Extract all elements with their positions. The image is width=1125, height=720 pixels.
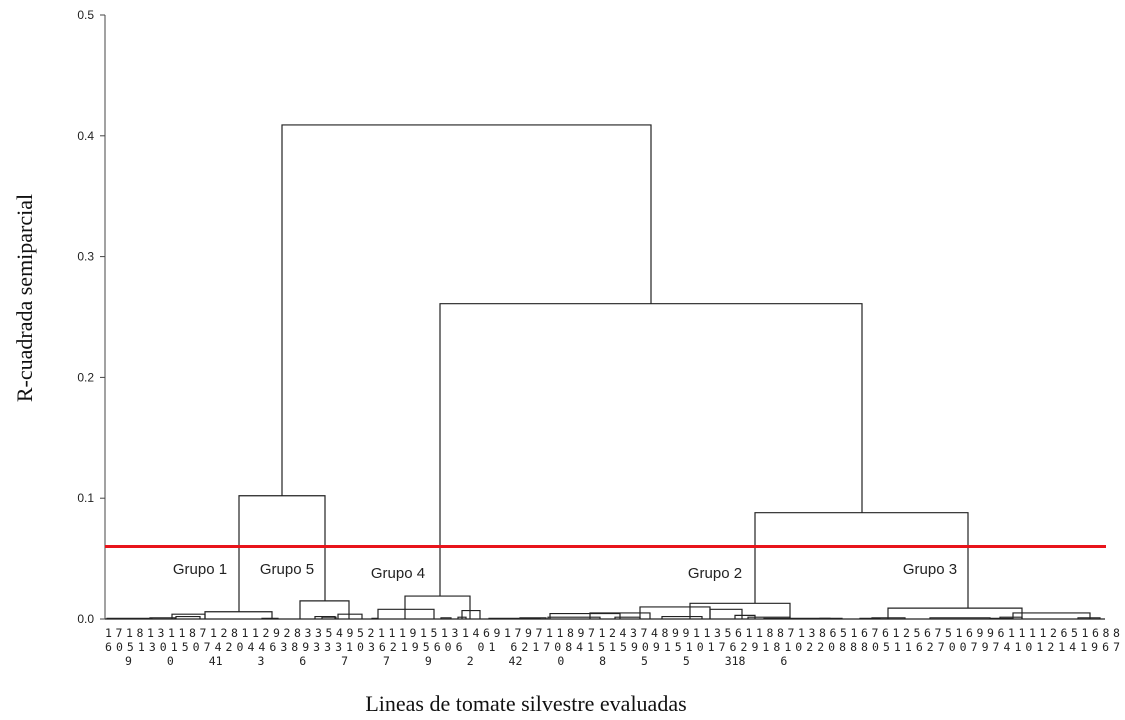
y-tick-label: 0.1 [77,491,94,505]
y-tick-label: 0.2 [77,370,94,384]
y-axis-ticks: 0.0 0.1 0.2 0.3 0.4 0.5 [77,8,105,626]
group-label-3: Grupo 4 [371,565,425,582]
y-tick-label: 0.3 [77,250,94,264]
group-label-5: Grupo 3 [903,561,957,578]
leaf-cluster-bracket [321,616,337,619]
leaf-label-row-1: 1718131187128112928335495211191513146917… [105,626,1120,640]
group-label-4: Grupo 2 [688,565,742,582]
leaf-label-row-2: 605130150742044638933310362195606 01 621… [105,640,1120,654]
leaf-cluster-bracket [461,609,481,619]
dendrogram-branches [238,124,969,612]
leaf-cluster-bracket [1012,612,1091,619]
group-label-1: Grupo 1 [173,561,227,578]
leaf-cluster-bracket [440,617,452,619]
x-axis-title: Lineas de tomate silvestre evaluadas [365,691,686,716]
merge-grupo1-grupo5 [238,495,326,612]
y-tick-label: 0.0 [77,612,94,626]
merge-grupo4-rest [439,303,863,597]
leaf-cluster-bracket [519,617,547,619]
leaf-cluster-bracket [661,615,703,619]
y-tick-label: 0.5 [77,8,94,22]
y-axis-title: R-cuadrada semiparcial [12,194,37,402]
leaf-cluster-bracket [377,608,435,619]
leaf-cluster-bracket [871,617,906,619]
group-labels: Grupo 1 Grupo 5 Grupo 4 Grupo 2 Grupo 3 [173,561,957,582]
leaf-cluster-bracket [999,616,1023,619]
leaf-cluster-bracket [709,608,743,619]
leaf-cluster-bracket [1077,617,1101,619]
leaf-cluster-bracket [547,616,601,619]
leaf-cluster-bracket [589,612,651,619]
leaf-label-row-3: 9 0 41 3 6 7 7 9 2 42 0 8 5 5 318 6 [125,654,787,668]
leaf-clusters [105,595,1105,620]
leaf-cluster-bracket [204,611,273,619]
leaf-cluster-bracket [314,615,336,619]
leaf-cluster-bracket [404,595,471,619]
leaf-cluster-bracket [887,607,1023,619]
leaf-labels: 1718131187128112928335495211191513146917… [105,626,1120,668]
leaf-cluster-bracket [149,617,176,619]
group-label-2: Grupo 5 [260,561,314,578]
leaf-cluster-bracket [299,600,350,619]
leaf-cluster-bracket [689,602,791,619]
y-tick-label: 0.4 [77,129,94,143]
leaf-cluster-bracket [457,616,467,619]
leaf-cluster-bracket [337,613,363,619]
merge-top [281,124,652,496]
leaf-cluster-bracket [549,612,621,619]
leaf-cluster-bracket [175,615,201,619]
